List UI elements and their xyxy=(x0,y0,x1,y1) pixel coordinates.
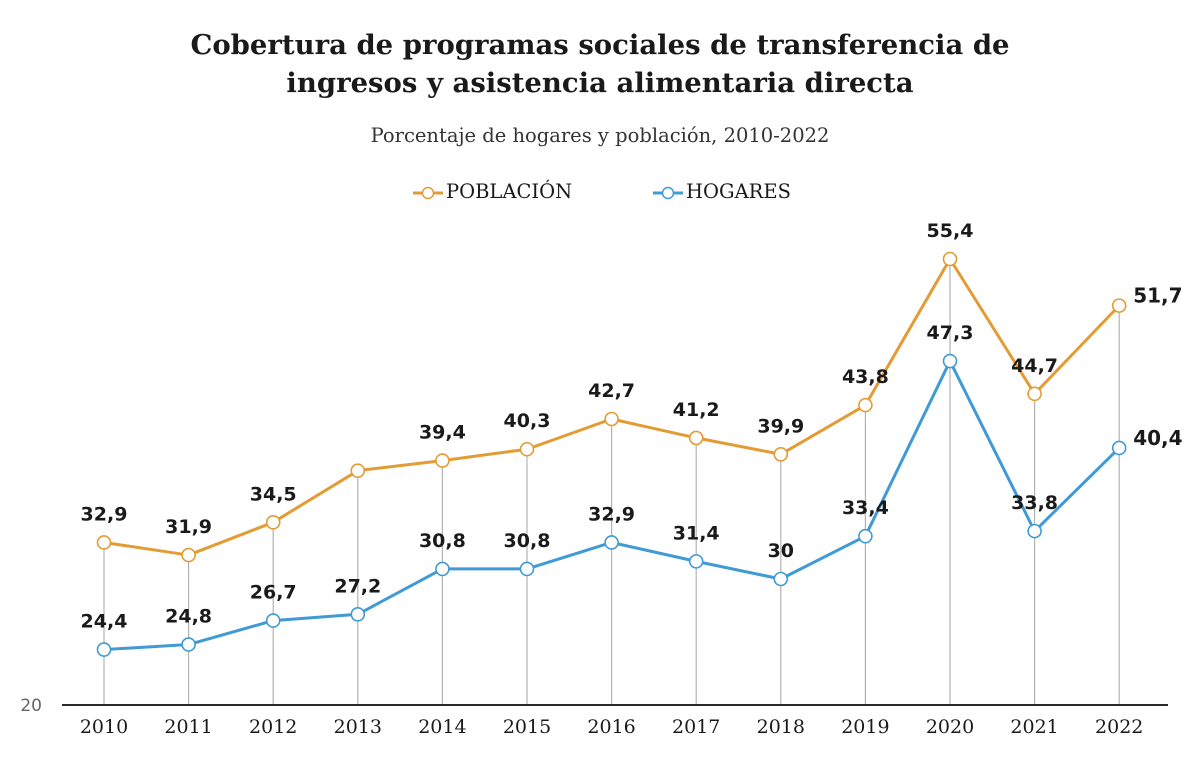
data-point-hogares-2014 xyxy=(435,561,450,577)
x-tick-label-2019: 2019 xyxy=(841,716,889,738)
x-tick-label-2022: 2022 xyxy=(1095,716,1143,738)
data-point-poblacin-2014 xyxy=(435,453,450,468)
data-label-hogares-2012: 26,7 xyxy=(250,582,297,604)
data-label-hogares-2011: 24,8 xyxy=(165,606,212,628)
data-point-hogares-2011 xyxy=(181,637,196,652)
legend-marker-poblacion-icon xyxy=(413,186,443,199)
data-point-poblacin-2012 xyxy=(265,515,281,530)
data-label-hogares-2019: 33,4 xyxy=(842,497,889,519)
data-label-hogares-2013: 27,2 xyxy=(334,575,381,597)
data-point-hogares-2013 xyxy=(350,606,366,622)
data-label-poblacin-2018: 39,9 xyxy=(757,415,804,437)
data-label-poblacin-2017: 41,2 xyxy=(673,399,720,421)
data-label-hogares-2022: 40,4 xyxy=(1133,426,1182,450)
data-point-hogares-2012 xyxy=(265,613,281,628)
data-point-hogares-2017 xyxy=(688,554,704,569)
data-label-poblacin-2016: 42,7 xyxy=(588,380,635,402)
x-tick-label-2011: 2011 xyxy=(164,716,212,738)
data-label-poblacin-2015: 40,3 xyxy=(504,410,551,432)
x-tick-label-2021: 2021 xyxy=(1010,716,1058,738)
data-label-poblacin-2012: 34,5 xyxy=(250,483,297,505)
data-point-poblacin-2019 xyxy=(858,397,873,413)
data-label-poblacin-2022: 51,7 xyxy=(1133,284,1182,308)
data-point-poblacin-2016 xyxy=(604,411,619,427)
x-tick-label-2018: 2018 xyxy=(757,716,805,738)
data-point-hogares-2020 xyxy=(942,353,958,369)
chart-title-line-1: Cobertura de programas sociales de trans… xyxy=(190,29,1010,61)
x-tick-label-2017: 2017 xyxy=(672,716,720,738)
chart-subtitle: Porcentaje de hogares y población, 2010-… xyxy=(370,124,830,147)
data-label-poblacin-2014: 39,4 xyxy=(419,422,466,444)
data-point-poblacin-2021 xyxy=(1027,386,1042,402)
data-label-hogares-2018: 30 xyxy=(768,540,794,562)
data-point-hogares-2010 xyxy=(96,642,112,657)
data-point-poblacin-2020 xyxy=(942,251,958,267)
x-tick-label-2012: 2012 xyxy=(249,716,297,738)
legend-marker-hogares-icon xyxy=(653,186,683,199)
data-point-hogares-2022 xyxy=(1111,440,1127,456)
legend-label-poblacion: POBLACIÓN xyxy=(446,180,573,203)
legend-item-hogares: HOGARES xyxy=(652,180,791,203)
data-point-poblacin-2013 xyxy=(350,463,366,478)
data-label-poblacin-2021: 44,7 xyxy=(1011,355,1058,377)
chart-legend: POBLACIÓN HOGARES xyxy=(0,180,1200,210)
data-label-poblacin-2019: 43,8 xyxy=(842,366,889,388)
x-tick-label-2020: 2020 xyxy=(926,716,974,738)
data-point-poblacin-2015 xyxy=(519,441,535,457)
data-label-hogares-2015: 30,8 xyxy=(504,530,551,552)
data-point-poblacin-2018 xyxy=(773,446,789,462)
data-point-poblacin-2011 xyxy=(181,547,196,563)
x-tick-label-2010: 2010 xyxy=(80,716,128,738)
data-point-poblacin-2022 xyxy=(1111,298,1127,313)
data-label-hogares-2020: 47,3 xyxy=(927,322,974,344)
legend-label-hogares: HOGARES xyxy=(686,180,791,203)
data-label-hogares-2014: 30,8 xyxy=(419,530,466,552)
x-tick-label-2013: 2013 xyxy=(334,716,382,738)
chart-title-line-2: ingresos y asistencia alimentaria direct… xyxy=(286,67,914,99)
data-label-hogares-2017: 31,4 xyxy=(673,522,720,544)
legend-item-poblacion: POBLACIÓN xyxy=(412,180,572,203)
data-point-poblacin-2017 xyxy=(688,430,704,446)
chart-title: Cobertura de programas sociales de trans… xyxy=(0,26,1200,102)
y-tick-label-min: 20 xyxy=(20,696,42,716)
x-tick-label-2014: 2014 xyxy=(418,716,466,738)
data-point-hogares-2019 xyxy=(858,528,873,544)
data-label-poblacin-2010: 32,9 xyxy=(81,503,128,525)
data-label-hogares-2010: 24,4 xyxy=(81,611,128,633)
data-point-hogares-2018 xyxy=(773,571,789,587)
data-label-hogares-2016: 32,9 xyxy=(588,503,635,525)
data-point-hogares-2015 xyxy=(519,561,535,577)
data-point-hogares-2016 xyxy=(604,535,619,550)
data-point-hogares-2021 xyxy=(1027,523,1042,539)
data-label-poblacin-2020: 55,4 xyxy=(927,220,974,242)
x-tick-label-2015: 2015 xyxy=(503,716,551,738)
data-label-hogares-2021: 33,8 xyxy=(1011,492,1058,514)
data-point-poblacin-2010 xyxy=(96,535,112,550)
data-label-poblacin-2011: 31,9 xyxy=(165,516,212,538)
x-tick-label-2016: 2016 xyxy=(587,716,635,738)
